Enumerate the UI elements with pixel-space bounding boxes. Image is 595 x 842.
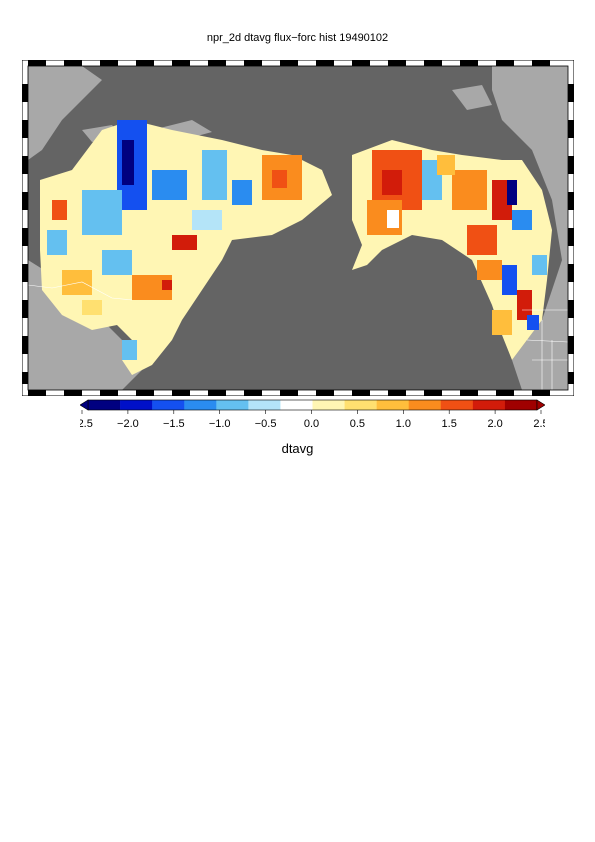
colorbar: −2.5 −2.0 −1.5 −1.0 −0.5 0.0 0.5 1.0 1.5 2.0 2.5: [80, 399, 545, 430]
colorbar-tick-label: 2.5: [533, 418, 545, 430]
land-north-america-east: [492, 66, 568, 390]
data-field-north-america: [352, 140, 552, 360]
map-panel: [22, 60, 574, 396]
colorbar-swatch: [184, 400, 217, 410]
colorbar-swatch: [120, 400, 153, 410]
colorbar-tick-label: −2.0: [117, 418, 139, 430]
colorbar-tick-label: −2.5: [80, 418, 93, 430]
colorbar-swatch: [312, 400, 345, 410]
colorbar-swatch: [344, 400, 377, 410]
map-title: npr_2d dtavg flux−forc hist 19490102: [206, 32, 389, 44]
colorbar-tick-label: 1.0: [396, 418, 411, 430]
data-field-eurasia: [40, 120, 332, 375]
colorbar-tick-label: 2.0: [487, 418, 502, 430]
colorbar-tick-label: 0.0: [304, 418, 319, 430]
land-asia-west: [28, 66, 102, 160]
colorbar-swatch: [408, 400, 442, 410]
colorbar-swatch: [440, 400, 474, 410]
colorbar-tick-label: 0.5: [350, 418, 365, 430]
colorbar-label: dtavg: [281, 441, 314, 456]
colorbar-swatch: [472, 400, 506, 410]
colorbar-swatch: [216, 400, 249, 410]
colorbar-arrow-left: [80, 399, 89, 411]
colorbar-tick-label: −0.5: [255, 418, 277, 430]
colorbar-swatch: [88, 400, 121, 410]
political-borders: [28, 281, 568, 390]
colorbar-tick-labels: −2.5 −2.0 −1.5 −1.0 −0.5 0.0 0.5 1.0 1.5 2.0 2.5: [80, 410, 545, 430]
colorbar-swatch: [504, 400, 538, 410]
colorbar-tick-label: 1.5: [442, 418, 457, 430]
land-canada-islands: [452, 75, 542, 110]
colorbar-tick-label: −1.5: [163, 418, 185, 430]
colorbar-tick-label: −1.0: [209, 418, 231, 430]
colorbar-arrow-right: [536, 399, 545, 411]
colorbar-swatch: [376, 400, 410, 410]
map-border-ticks: [22, 60, 574, 396]
colorbar-swatch: [248, 400, 281, 410]
colorbar-swatch: [152, 400, 185, 410]
colorbar-swatch: [280, 400, 313, 410]
colorbar-swatches: [87, 399, 538, 411]
